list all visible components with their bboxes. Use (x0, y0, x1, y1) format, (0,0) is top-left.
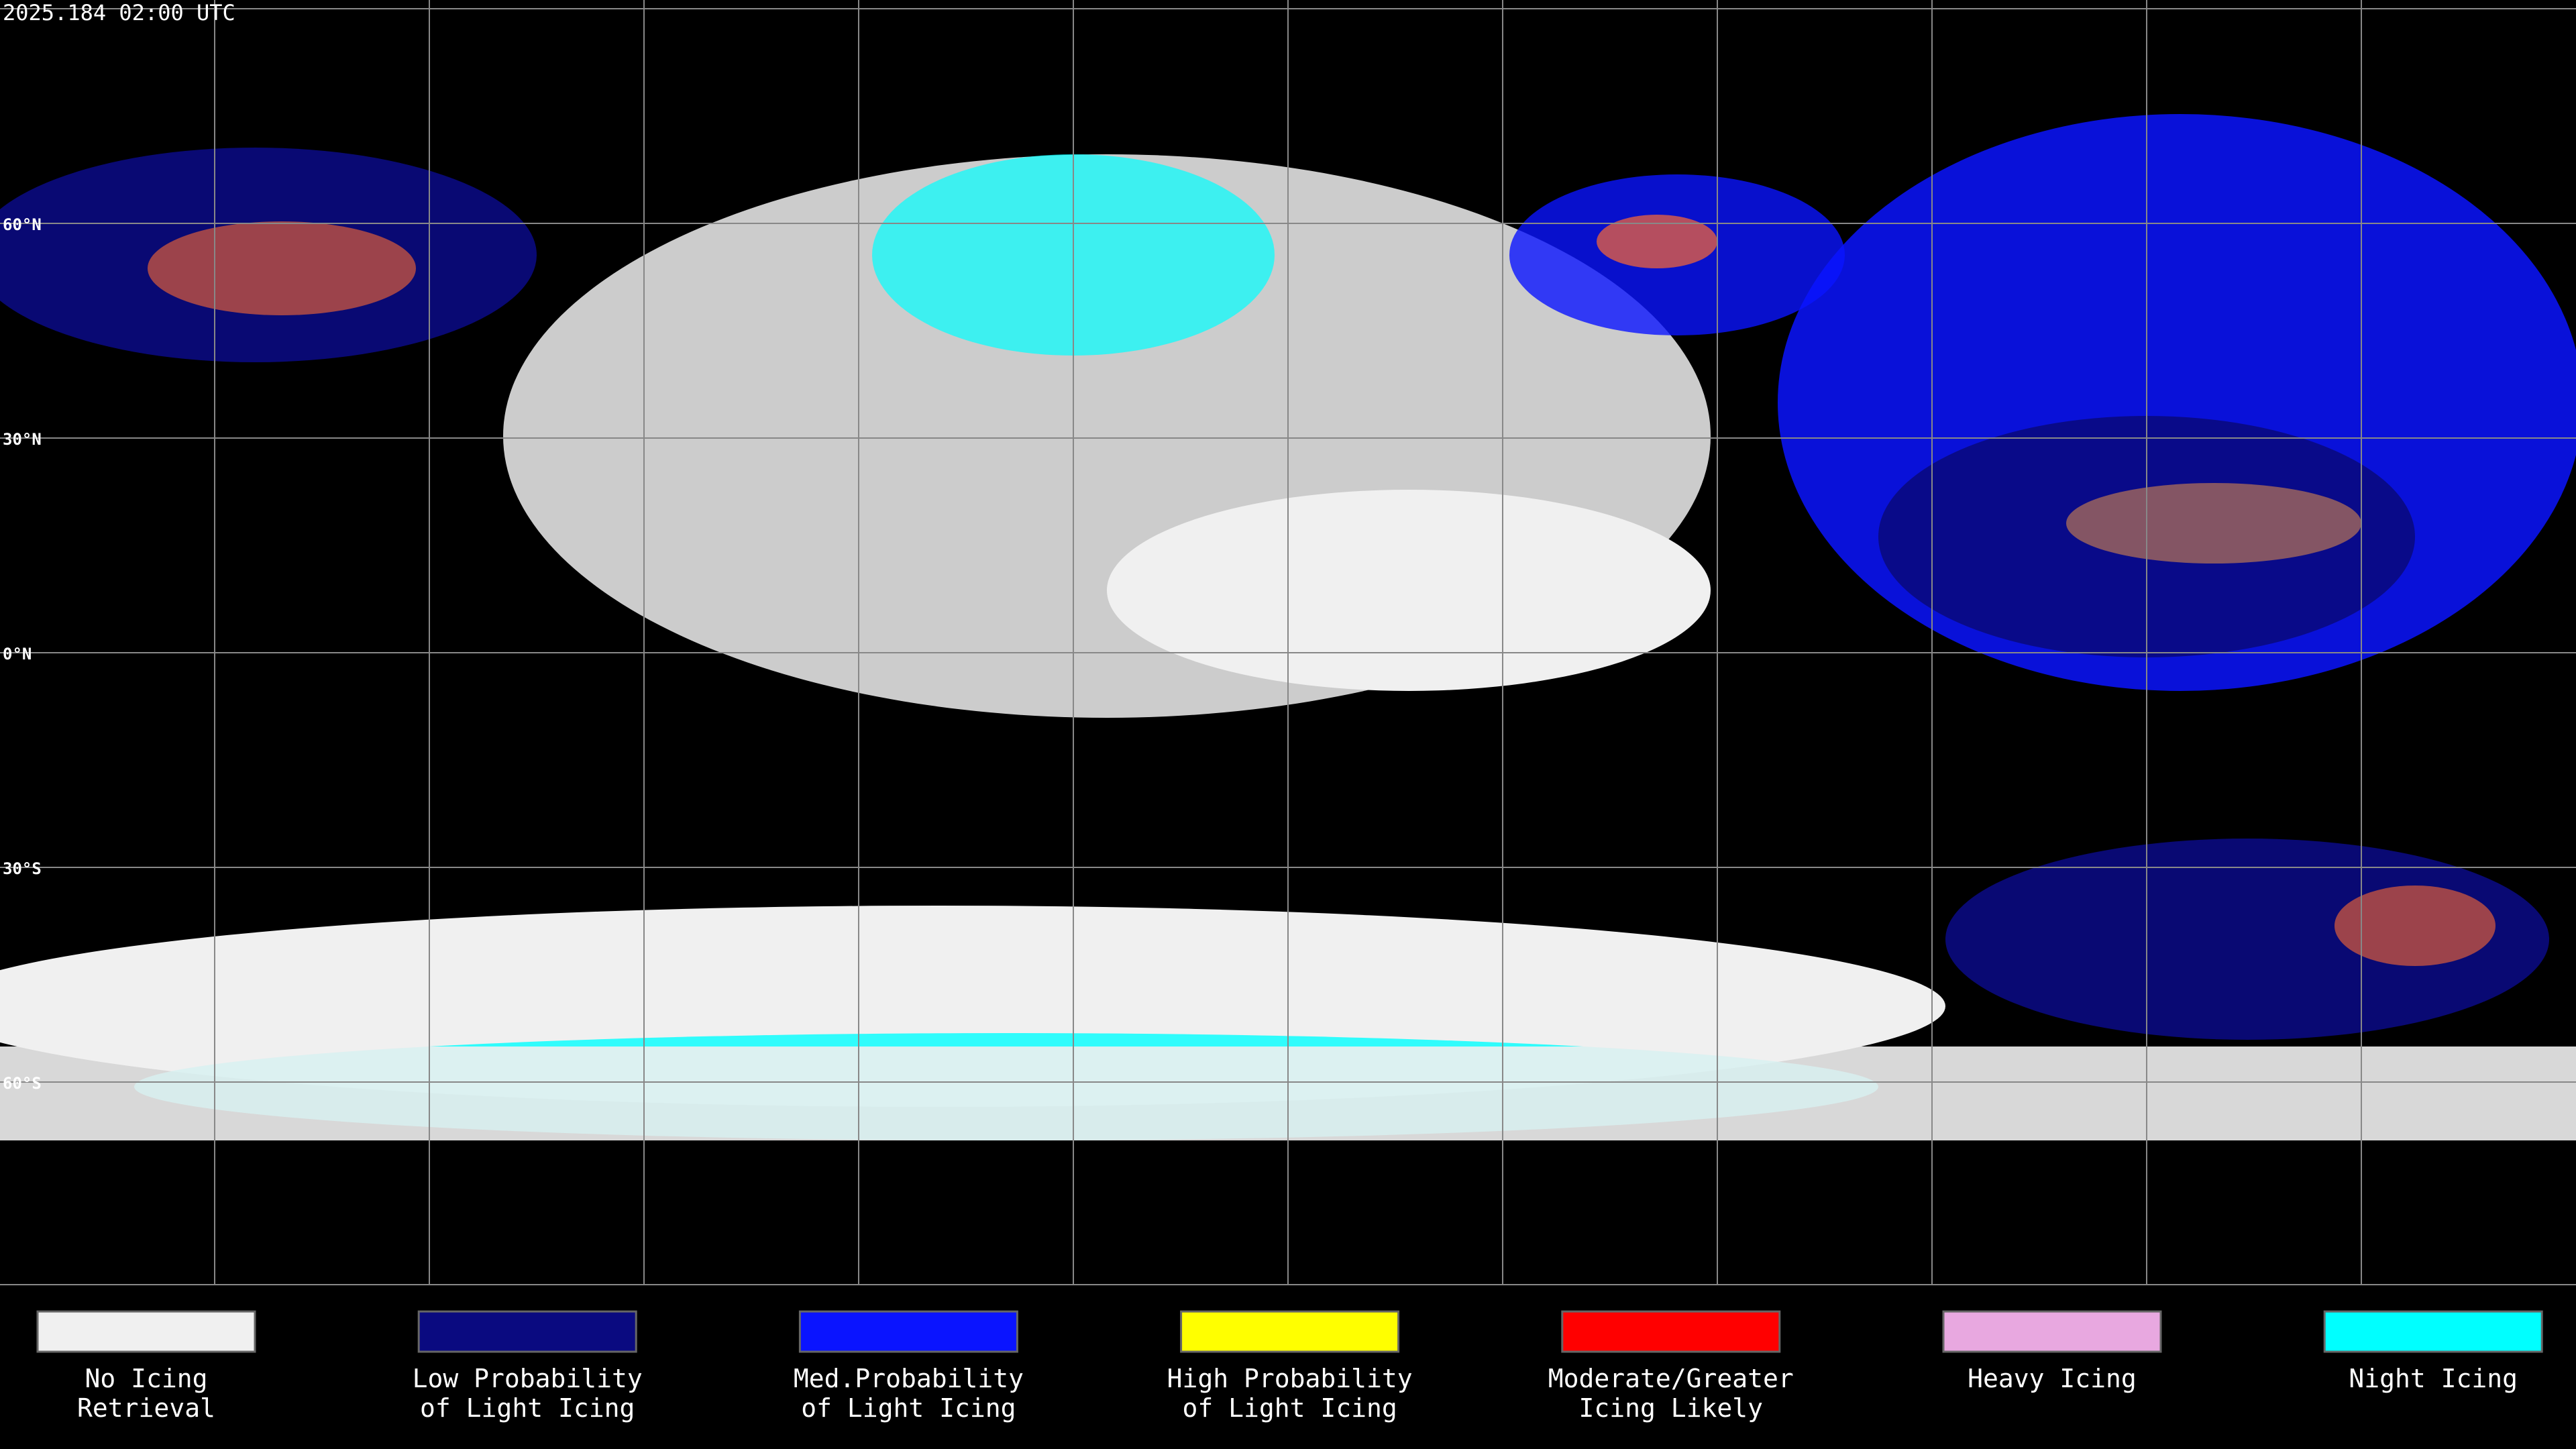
latitude-labels: 60°N 30°N 0°N 30°S 60°S (3, 215, 42, 1093)
icing-field (1597, 215, 1717, 268)
legend-swatch (1561, 1310, 1781, 1353)
legend-label: Med.Probability (794, 1364, 1024, 1393)
legend-swatch (798, 1310, 1018, 1353)
legend-swatch (417, 1310, 637, 1353)
legend-label: of Light Icing (420, 1393, 635, 1423)
latitude-label: 30°N (3, 430, 42, 449)
timestamp: 2025.184 02:00 UTC (3, 0, 235, 25)
legend-label: Night Icing (2349, 1364, 2518, 1393)
legend-label: of Light Icing (801, 1393, 1016, 1423)
legend-swatch (1942, 1310, 2162, 1353)
legend-swatch (2323, 1310, 2543, 1353)
legend-label: Moderate/Greater (1548, 1364, 1794, 1393)
latitude-label: 0°N (3, 645, 32, 663)
legend-label: No Icing (85, 1364, 207, 1393)
legend-label: of Light Icing (1182, 1393, 1397, 1423)
legend-label: Icing Likely (1579, 1393, 1764, 1423)
cloud-field (1107, 490, 1711, 691)
icing-field (2334, 885, 2496, 966)
latitude-label: 60°N (3, 215, 42, 234)
legend-label: Low Probability (413, 1364, 643, 1393)
icing-field (148, 221, 416, 315)
legend-label: High Probability (1167, 1364, 1413, 1393)
latitude-label: 30°S (3, 859, 42, 878)
legend-swatch (36, 1310, 256, 1353)
latitude-label: 60°S (3, 1074, 42, 1093)
legend-label: Heavy Icing (1968, 1364, 2137, 1393)
icing-field (2066, 483, 2361, 564)
graticule (0, 0, 2576, 1285)
legend-label: Retrieval (77, 1393, 215, 1423)
legend-swatch (1180, 1310, 1400, 1353)
